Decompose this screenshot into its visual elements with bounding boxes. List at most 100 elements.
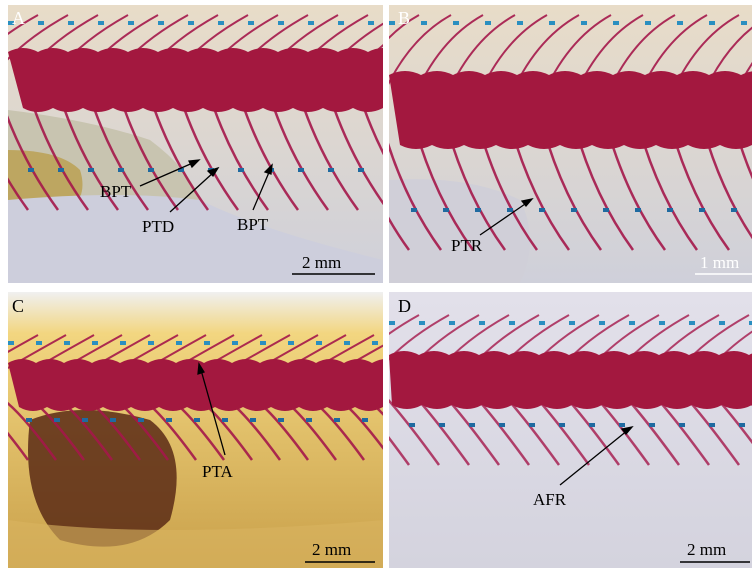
cartilage <box>559 423 565 427</box>
cartilage <box>741 21 747 25</box>
cartilage <box>68 21 74 25</box>
cartilage <box>421 21 427 25</box>
cartilage <box>517 21 523 25</box>
cartilage <box>0 168 4 172</box>
cartilage <box>731 208 737 212</box>
cartilage <box>419 321 425 325</box>
cartilage <box>362 418 368 422</box>
cartilage <box>507 208 513 212</box>
cartilage <box>148 341 154 345</box>
cartilage <box>619 423 625 427</box>
cartilage <box>529 423 535 427</box>
cartilage <box>443 208 449 212</box>
vertebral-column <box>8 359 411 411</box>
cartilage <box>36 341 42 345</box>
cartilage <box>288 341 294 345</box>
cartilage <box>603 208 609 212</box>
annotation: BPT <box>100 182 132 201</box>
cartilage <box>679 423 685 427</box>
cartilage <box>409 423 415 427</box>
annotation: PTR <box>451 236 483 255</box>
cartilage <box>298 168 304 172</box>
vertebral-column <box>389 71 752 149</box>
cartilage <box>54 418 60 422</box>
cartilage <box>699 208 705 212</box>
figure: A B C D BPT PTD BPT PTR PTA AFR 2 mm 1 m… <box>0 0 752 571</box>
cartilage <box>148 168 154 172</box>
panel-letter: D <box>398 296 411 316</box>
cartilage <box>358 168 364 172</box>
cartilage <box>509 321 515 325</box>
cartilage <box>316 341 322 345</box>
cartilage <box>569 321 575 325</box>
cartilage <box>26 418 32 422</box>
cartilage <box>232 341 238 345</box>
panel-letter: C <box>12 296 24 316</box>
cartilage <box>120 341 126 345</box>
cartilage <box>549 21 555 25</box>
cartilage <box>581 21 587 25</box>
cartilage <box>539 208 545 212</box>
cartilage <box>250 418 256 422</box>
cartilage <box>98 21 104 25</box>
cartilage <box>372 341 378 345</box>
cartilage <box>667 208 673 212</box>
cartilage <box>88 168 94 172</box>
cartilage <box>334 418 340 422</box>
cartilage <box>389 321 395 325</box>
cartilage <box>110 418 116 422</box>
annotation: PTA <box>202 462 233 481</box>
cartilage <box>118 168 124 172</box>
cartilage <box>719 321 725 325</box>
cartilage <box>589 423 595 427</box>
cartilage <box>8 341 14 345</box>
cartilage <box>92 341 98 345</box>
cartilage <box>238 168 244 172</box>
cartilage <box>176 341 182 345</box>
vertebral-column <box>389 351 752 409</box>
cartilage <box>28 168 34 172</box>
cartilage <box>188 21 194 25</box>
scale-label: 2 mm <box>312 540 351 559</box>
cartilage <box>629 321 635 325</box>
cartilage <box>64 341 70 345</box>
panel-letter: A <box>12 8 25 28</box>
cartilage <box>645 21 651 25</box>
cartilage <box>58 168 64 172</box>
cartilage <box>306 418 312 422</box>
cartilage <box>308 21 314 25</box>
cartilage <box>222 418 228 422</box>
annotation: BPT <box>237 215 269 234</box>
cartilage <box>411 208 417 212</box>
cartilage <box>449 321 455 325</box>
cartilage <box>479 321 485 325</box>
cartilage <box>475 208 481 212</box>
cartilage <box>469 423 475 427</box>
cartilage <box>248 21 254 25</box>
cartilage <box>218 21 224 25</box>
cartilage <box>709 423 715 427</box>
cartilage <box>278 418 284 422</box>
cartilage <box>128 21 134 25</box>
cartilage <box>571 208 577 212</box>
cartilage <box>453 21 459 25</box>
cartilage <box>635 208 641 212</box>
panel-d-photo <box>349 292 752 568</box>
cartilage <box>677 21 683 25</box>
cartilage <box>344 341 350 345</box>
cartilage <box>649 423 655 427</box>
cartilage <box>689 321 695 325</box>
cartilage <box>194 418 200 422</box>
cartilage <box>389 21 395 25</box>
cartilage <box>539 321 545 325</box>
annotation: PTD <box>142 217 174 236</box>
cartilage <box>439 423 445 427</box>
cartilage <box>739 423 745 427</box>
cartilage <box>204 341 210 345</box>
scale-label: 1 mm <box>700 253 739 272</box>
cartilage <box>138 418 144 422</box>
panel-b-photo <box>349 5 752 283</box>
scale-label: 2 mm <box>687 540 726 559</box>
annotation: AFR <box>533 490 567 509</box>
cartilage <box>368 21 374 25</box>
